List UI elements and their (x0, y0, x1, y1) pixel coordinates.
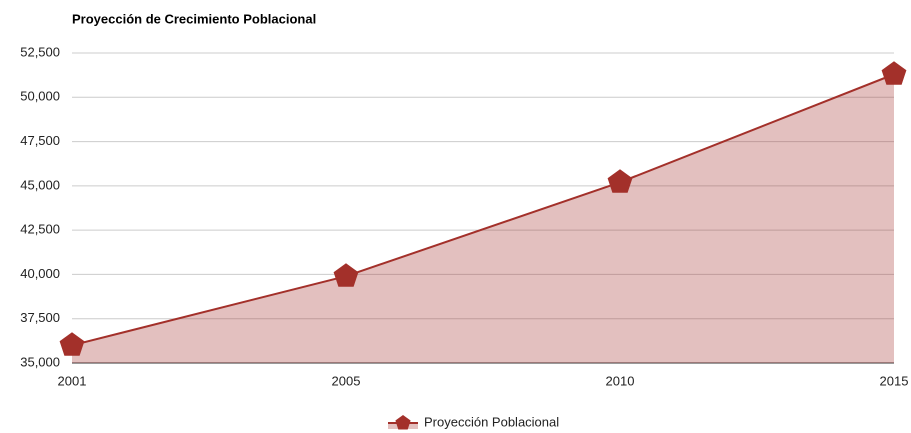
x-tick-label: 2001 (58, 373, 87, 388)
point (333, 263, 359, 287)
x-tick-label: 2010 (606, 373, 635, 388)
y-tick-label: 40,000 (20, 266, 60, 281)
chart-title: Proyección de Crecimiento Poblacional (72, 11, 316, 26)
y-tick-label: 42,500 (20, 222, 60, 237)
x-tick-label: 2015 (880, 373, 909, 388)
x-tick-label: 2005 (332, 373, 361, 388)
y-tick-label: 52,500 (20, 44, 60, 59)
legend-label: Proyección Poblacional (424, 414, 559, 429)
y-tick-label: 47,500 (20, 133, 60, 148)
point (59, 332, 85, 356)
point (881, 61, 907, 85)
area (72, 74, 894, 364)
y-tick-label: 50,000 (20, 89, 60, 104)
line (71, 73, 895, 347)
y-tick-label: 45,000 (20, 177, 60, 192)
legend-marker (395, 415, 411, 430)
y-tick-label: 35,000 (20, 354, 60, 369)
y-tick-label: 37,500 (20, 310, 60, 325)
point (607, 169, 633, 193)
